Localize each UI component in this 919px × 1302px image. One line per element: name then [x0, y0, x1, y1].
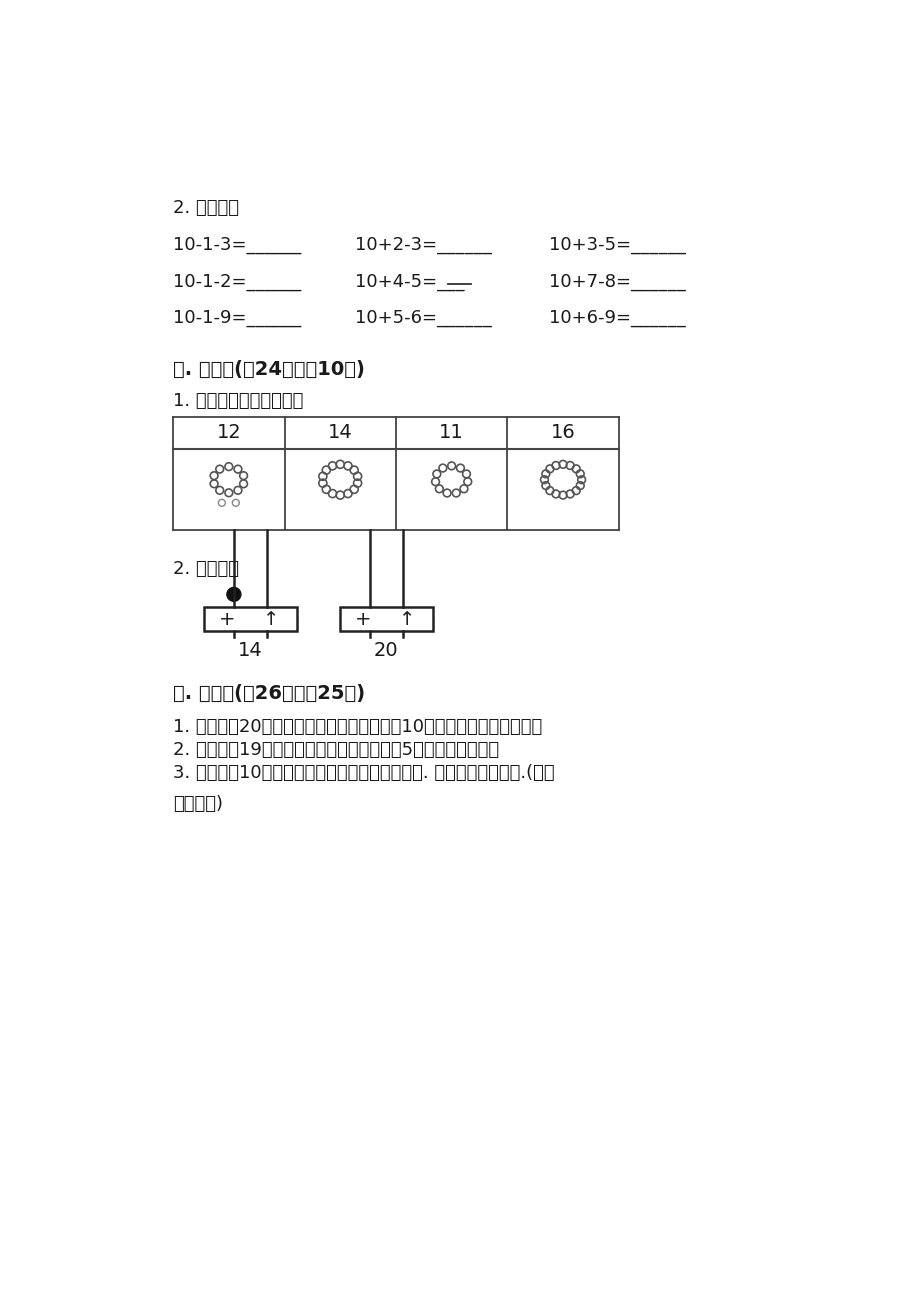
- Text: 10+5-6=______: 10+5-6=______: [355, 310, 492, 328]
- Text: 写出算式): 写出算式): [173, 794, 223, 812]
- Text: +: +: [219, 609, 235, 629]
- Text: 3. 小丁丁有10元錢要买下面的物品，把錢全用完. 请你帮她设计方案.(可以: 3. 小丁丁有10元錢要买下面的物品，把錢全用完. 请你帮她设计方案.(可以: [173, 764, 554, 781]
- Text: 六. 解答题(全26题，全25分): 六. 解答题(全26题，全25分): [173, 684, 365, 703]
- Text: 11: 11: [438, 423, 463, 441]
- Text: 1. 厂房里有20笱皮鞋，运走一些后，还剩下10笱，运走了多少笱皮鞋？: 1. 厂房里有20笱皮鞋，运走一些后，还剩下10笱，运走了多少笱皮鞋？: [173, 717, 542, 736]
- Text: 16: 16: [550, 423, 574, 441]
- Text: 1. 把缺少的圆补画出来。: 1. 把缺少的圆补画出来。: [173, 392, 303, 410]
- Text: 10-1-3=______: 10-1-3=______: [173, 236, 301, 254]
- Text: 2. 画一画。: 2. 画一画。: [173, 560, 239, 578]
- Text: 10+4-5=___: 10+4-5=___: [355, 272, 464, 290]
- Text: ↑: ↑: [263, 609, 279, 629]
- Text: 10+2-3=______: 10+2-3=______: [355, 236, 492, 254]
- Text: ↑: ↑: [398, 609, 414, 629]
- Text: 五. 作图题(全24题，全10分): 五. 作图题(全24题，全10分): [173, 359, 365, 379]
- Bar: [339, 607, 432, 631]
- Text: 10+3-5=______: 10+3-5=______: [549, 236, 686, 254]
- Text: 20: 20: [373, 642, 398, 660]
- Text: 10+7-8=______: 10+7-8=______: [549, 272, 685, 290]
- Text: +: +: [355, 609, 371, 629]
- Text: 2. 图书馆有19本《数学大王》，已经借走了5本，还有多少本？: 2. 图书馆有19本《数学大王》，已经借走了5本，还有多少本？: [173, 741, 499, 759]
- Text: 10-1-2=______: 10-1-2=______: [173, 272, 301, 290]
- Text: 14: 14: [238, 642, 263, 660]
- Text: 10+6-9=______: 10+6-9=______: [549, 310, 685, 328]
- Bar: [204, 607, 297, 631]
- Text: 12: 12: [216, 423, 241, 441]
- Circle shape: [227, 587, 241, 602]
- Text: 14: 14: [327, 423, 352, 441]
- Text: 10-1-9=______: 10-1-9=______: [173, 310, 301, 328]
- Text: 2. 算一算。: 2. 算一算。: [173, 199, 239, 216]
